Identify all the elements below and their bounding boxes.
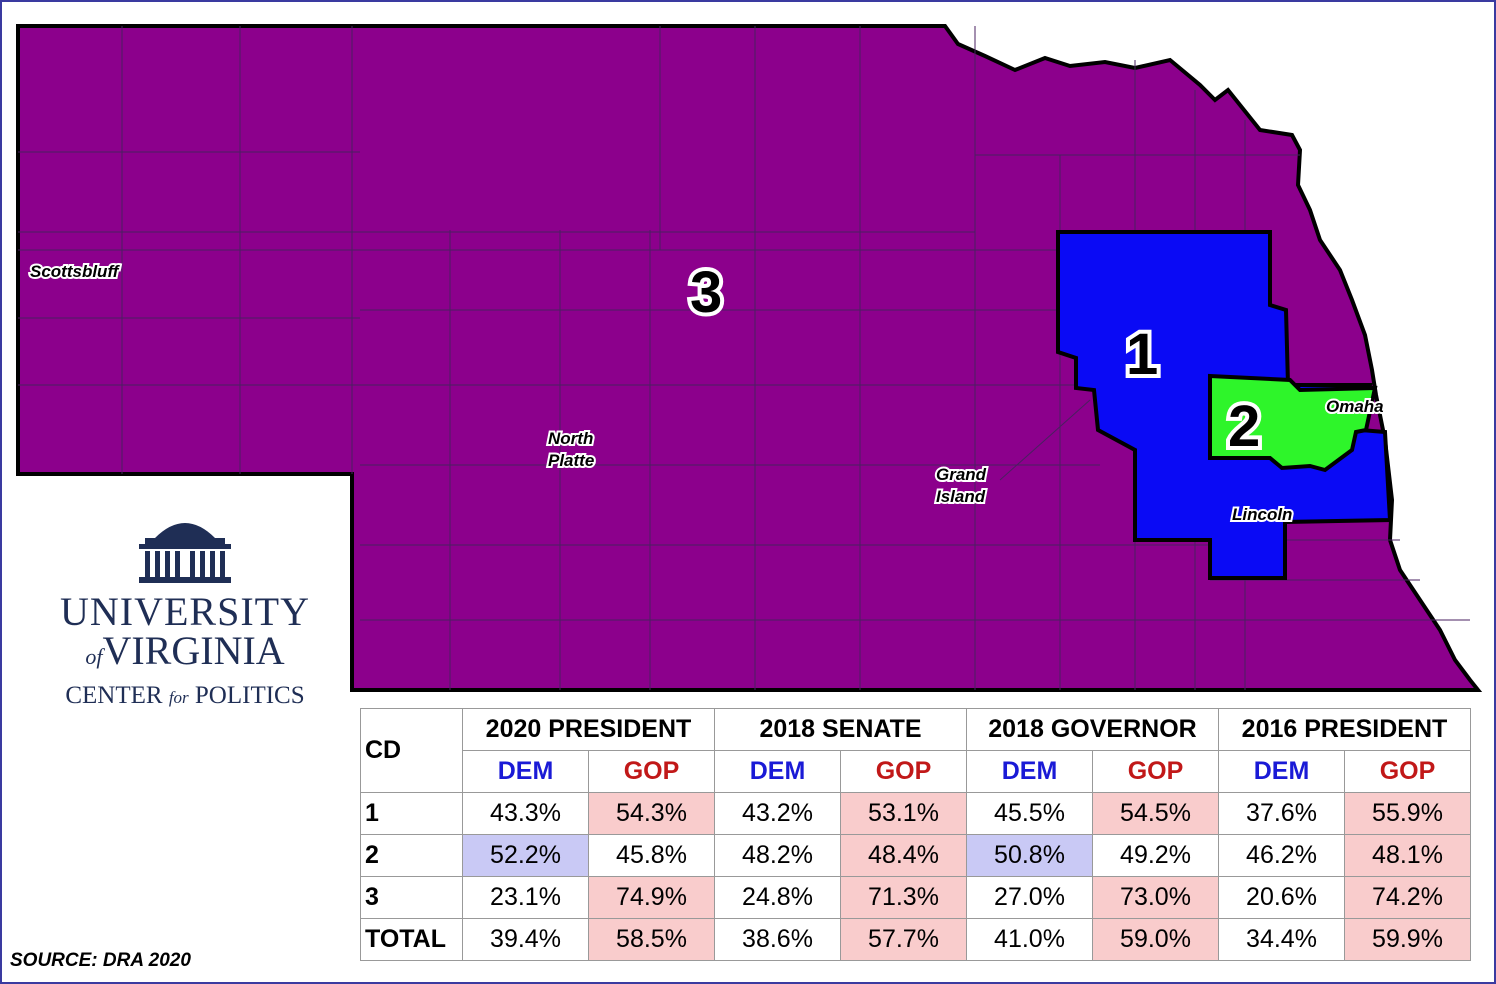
cd-cell: TOTAL [360, 918, 463, 961]
dem-value-cell: 46.2% [1218, 834, 1345, 877]
dem-header: DEM [462, 750, 589, 793]
dem-value-cell: 39.4% [462, 918, 589, 961]
gop-value-cell: 74.2% [1344, 876, 1471, 919]
dem-value-cell: 50.8% [966, 834, 1093, 877]
cd-cell: 1 [360, 792, 463, 835]
table-row: 2 52.2% 45.8% 48.2% 48.4% 50.8% 49.2% 46.2% 48.1… [360, 834, 1471, 877]
gop-value-cell: 71.3% [840, 876, 967, 919]
cd-header: CD [360, 708, 463, 793]
dem-value-cell: 24.8% [714, 876, 841, 919]
nebraska-district-map: 3 1 2 Scottsbluff North Platte Grand Isl… [16, 24, 1483, 692]
city-grand-island: Grand [936, 465, 987, 484]
gop-value-cell: 53.1% [840, 792, 967, 835]
dem-value-cell: 52.2% [462, 834, 589, 877]
gop-value-cell: 57.7% [840, 918, 967, 961]
race-2016-president: 2016 PRESIDENT [1218, 708, 1471, 751]
table-row: 3 23.1% 74.9% 24.8% 71.3% 27.0% 73.0% 20.6% 74.2… [360, 876, 1471, 919]
table-row: TOTAL 39.4% 58.5% 38.6% 57.7% 41.0% 59.0% 34.4%… [360, 918, 1471, 961]
dem-value-cell: 27.0% [966, 876, 1093, 919]
city-grand-island-2: Island [936, 487, 986, 506]
dem-value-cell: 20.6% [1218, 876, 1345, 919]
table-row: 1 43.3% 54.3% 43.2% 53.1% 45.5% 54.5% 37.6% 55.9… [360, 792, 1471, 835]
logo-virginia: ofVIRGINIA [85, 628, 285, 673]
city-scottsbluff: Scottsbluff [30, 262, 121, 281]
dem-value-cell: 38.6% [714, 918, 841, 961]
logo-center-for-politics: CENTER for POLITICS [65, 682, 305, 709]
district-3-label: 3 [690, 260, 722, 325]
district-1-label: 1 [1126, 322, 1158, 387]
race-2018-senate: 2018 SENATE [714, 708, 967, 751]
district-3-region [16, 24, 1483, 692]
logo-university: UNIVERSITY [60, 589, 310, 634]
gop-header: GOP [1344, 750, 1471, 793]
cd-cell: 3 [360, 876, 463, 919]
uva-center-for-politics-logo: UNIVERSITY ofVIRGINIA CENTER for POLITIC… [60, 508, 310, 714]
city-north-platte-2: Platte [548, 451, 594, 470]
dem-value-cell: 41.0% [966, 918, 1093, 961]
gop-value-cell: 48.4% [840, 834, 967, 877]
gop-header: GOP [1092, 750, 1219, 793]
dem-value-cell: 43.2% [714, 792, 841, 835]
cd-cell: 2 [360, 834, 463, 877]
gop-value-cell: 45.8% [588, 834, 715, 877]
gop-value-cell: 73.0% [1092, 876, 1219, 919]
dem-header: DEM [966, 750, 1093, 793]
dem-header: DEM [714, 750, 841, 793]
gop-value-cell: 54.5% [1092, 792, 1219, 835]
gop-value-cell: 58.5% [588, 918, 715, 961]
dem-value-cell: 37.6% [1218, 792, 1345, 835]
dem-value-cell: 45.5% [966, 792, 1093, 835]
gop-value-cell: 74.9% [588, 876, 715, 919]
gop-value-cell: 48.1% [1344, 834, 1471, 877]
gop-value-cell: 49.2% [1092, 834, 1219, 877]
gop-header: GOP [588, 750, 715, 793]
dem-value-cell: 23.1% [462, 876, 589, 919]
race-2020-president: 2020 PRESIDENT [462, 708, 715, 751]
city-lincoln: Lincoln [1232, 505, 1292, 524]
table-header-row: CD 2020 PRESIDENT 2018 SENATE 2018 GOVER… [360, 708, 1471, 793]
city-north-platte: North [548, 429, 593, 448]
district-2-label: 2 [1228, 394, 1260, 459]
dem-value-cell: 48.2% [714, 834, 841, 877]
district-2-region [1208, 373, 1378, 473]
race-2018-governor: 2018 GOVERNOR [966, 708, 1219, 751]
rotunda-icon [139, 523, 231, 583]
dem-value-cell: 43.3% [462, 792, 589, 835]
party-header-row: DEM GOP DEM GOP DEM GOP DEM GOP [361, 750, 1471, 793]
gop-value-cell: 55.9% [1344, 792, 1471, 835]
city-omaha: Omaha [1326, 397, 1384, 416]
source-note: SOURCE: DRA 2020 [10, 950, 191, 971]
dem-header: DEM [1218, 750, 1345, 793]
gop-value-cell: 59.0% [1092, 918, 1219, 961]
gop-value-cell: 59.9% [1344, 918, 1471, 961]
dem-value-cell: 34.4% [1218, 918, 1345, 961]
gop-value-cell: 54.3% [588, 792, 715, 835]
table-body: 1 43.3% 54.3% 43.2% 53.1% 45.5% 54.5% 37.6% 55.9… [360, 792, 1471, 961]
results-table: CD 2020 PRESIDENT 2018 SENATE 2018 GOVER… [360, 708, 1471, 961]
gop-header: GOP [840, 750, 967, 793]
